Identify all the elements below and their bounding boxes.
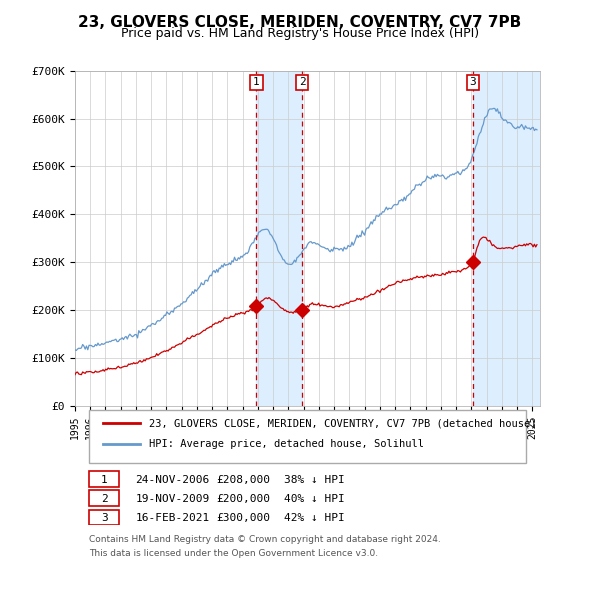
- Text: Price paid vs. HM Land Registry's House Price Index (HPI): Price paid vs. HM Land Registry's House …: [121, 27, 479, 40]
- Text: 2: 2: [101, 494, 107, 504]
- FancyBboxPatch shape: [89, 471, 119, 487]
- Text: 1: 1: [253, 77, 260, 87]
- Text: 42% ↓ HPI: 42% ↓ HPI: [284, 513, 345, 523]
- Text: 3: 3: [101, 513, 107, 523]
- Text: This data is licensed under the Open Government Licence v3.0.: This data is licensed under the Open Gov…: [89, 549, 378, 558]
- Bar: [473, 71, 540, 405]
- Text: 3: 3: [470, 77, 476, 87]
- Text: 19-NOV-2009: 19-NOV-2009: [136, 494, 210, 504]
- Bar: [256, 71, 302, 405]
- Text: 16-FEB-2021: 16-FEB-2021: [136, 513, 210, 523]
- Text: 23, GLOVERS CLOSE, MERIDEN, COVENTRY, CV7 7PB: 23, GLOVERS CLOSE, MERIDEN, COVENTRY, CV…: [79, 15, 521, 30]
- Text: £300,000: £300,000: [216, 513, 270, 523]
- Text: 2: 2: [299, 77, 305, 87]
- Text: HPI: Average price, detached house, Solihull: HPI: Average price, detached house, Soli…: [149, 439, 424, 449]
- Text: 24-NOV-2006: 24-NOV-2006: [136, 475, 210, 484]
- Text: Contains HM Land Registry data © Crown copyright and database right 2024.: Contains HM Land Registry data © Crown c…: [89, 535, 440, 543]
- Text: 38% ↓ HPI: 38% ↓ HPI: [284, 475, 345, 484]
- FancyBboxPatch shape: [89, 490, 119, 506]
- FancyBboxPatch shape: [89, 510, 119, 525]
- Text: 1: 1: [101, 475, 107, 484]
- Text: £200,000: £200,000: [216, 494, 270, 504]
- Text: £208,000: £208,000: [216, 475, 270, 484]
- Text: 23, GLOVERS CLOSE, MERIDEN, COVENTRY, CV7 7PB (detached house): 23, GLOVERS CLOSE, MERIDEN, COVENTRY, CV…: [149, 418, 537, 428]
- FancyBboxPatch shape: [89, 410, 526, 463]
- Text: 40% ↓ HPI: 40% ↓ HPI: [284, 494, 345, 504]
